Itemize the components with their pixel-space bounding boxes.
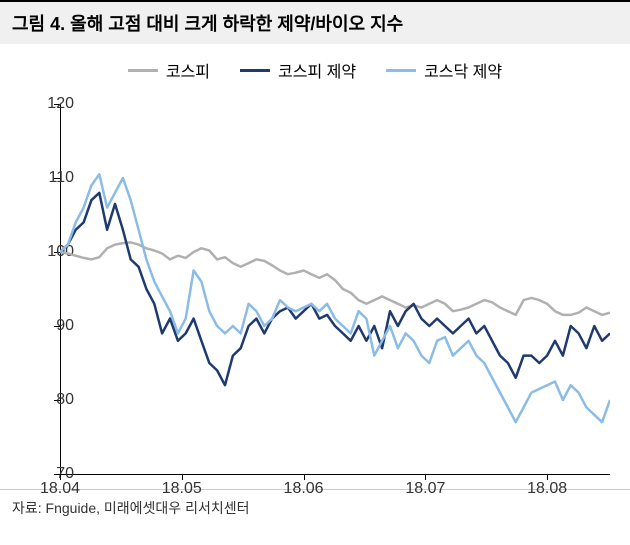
x-axis-label: 18.05 (162, 480, 202, 498)
chart-area: 코스피 코스피 제약 코스닥 제약 708090100110120 18.041… (0, 44, 630, 489)
x-axis-line (60, 474, 610, 475)
x-axis-label: 18.08 (527, 480, 567, 498)
legend-swatch-kosdaq-pharma (386, 69, 416, 72)
x-axis-label: 18.06 (284, 480, 324, 498)
legend-item-kospi: 코스피 (128, 58, 210, 82)
x-axis-label: 18.07 (405, 480, 445, 498)
legend-label-kospi-pharma: 코스피 제약 (278, 58, 356, 82)
legend-swatch-kospi (128, 69, 158, 72)
chart-container: 그림 4. 올해 고점 대비 크게 하락한 제약/바이오 지수 코스피 코스피 … (0, 0, 630, 545)
legend-item-kospi-pharma: 코스피 제약 (240, 58, 356, 82)
plot-area (60, 104, 610, 474)
legend-label-kospi: 코스피 (166, 58, 210, 82)
series-line (60, 193, 610, 385)
chart-title: 그림 4. 올해 고점 대비 크게 하락한 제약/바이오 지수 (12, 14, 403, 34)
legend: 코스피 코스피 제약 코스닥 제약 (0, 44, 630, 88)
legend-label-kosdaq-pharma: 코스닥 제약 (424, 58, 502, 82)
legend-swatch-kospi-pharma (240, 69, 270, 72)
legend-item-kosdaq-pharma: 코스닥 제약 (386, 58, 502, 82)
x-axis-label: 18.04 (40, 480, 80, 498)
title-bar: 그림 4. 올해 고점 대비 크게 하락한 제약/바이오 지수 (0, 0, 630, 44)
